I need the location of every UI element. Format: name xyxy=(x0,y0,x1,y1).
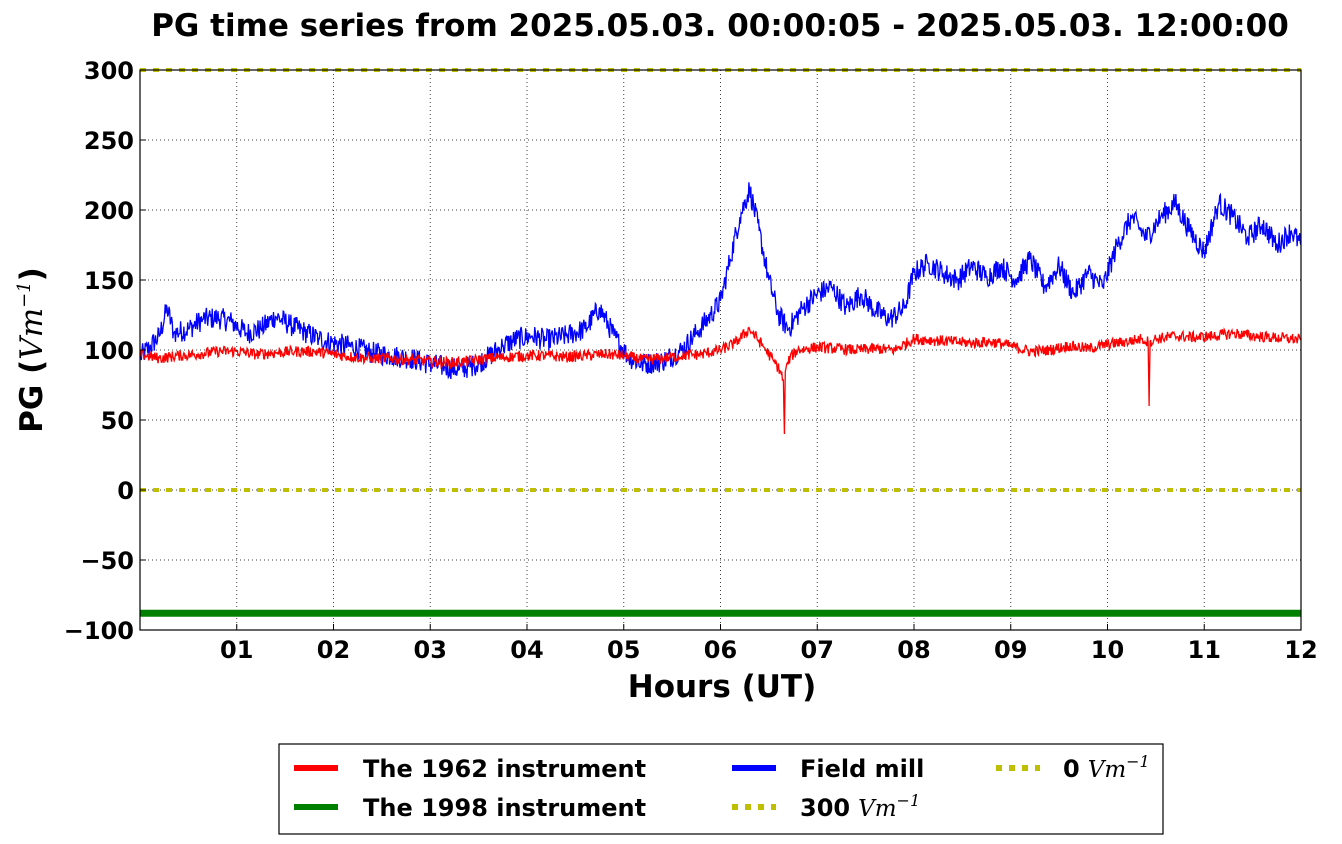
x-tick-label: 12 xyxy=(1284,636,1317,664)
y-axis-label: PG (Vm−1) xyxy=(14,267,50,433)
legend-label-1998: The 1998 instrument xyxy=(363,794,646,822)
y-axis-label-close: ) xyxy=(14,267,50,281)
x-tick-label: 07 xyxy=(801,636,834,664)
x-tick-label: 05 xyxy=(607,636,640,664)
x-tick-label: 01 xyxy=(220,636,253,664)
x-tick-label: 03 xyxy=(414,636,447,664)
y-tick-label: 100 xyxy=(84,337,134,365)
y-axis-label-exp: −1 xyxy=(14,281,35,308)
x-tick-label: 04 xyxy=(510,636,543,664)
y-tick-label: 200 xyxy=(84,197,134,225)
y-axis-label-text: PG ( xyxy=(14,360,50,433)
legend-label-300-exp: −1 xyxy=(897,791,921,810)
y-tick-label: 0 xyxy=(117,477,134,505)
y-tick-label: −100 xyxy=(64,617,134,645)
legend-label-0-value: 0 xyxy=(1063,755,1080,783)
x-tick-label: 08 xyxy=(897,636,930,664)
y-tick-label: 300 xyxy=(84,57,134,85)
legend-label-0-exp: −1 xyxy=(1126,752,1150,771)
y-axis-ticks: −100 −50 0 50 100 150 200 250 300 xyxy=(64,57,146,645)
legend-label-field-mill: Field mill xyxy=(800,755,924,783)
x-axis-ticks: 01 02 03 04 05 06 07 08 09 10 11 12 xyxy=(220,624,1318,664)
legend-box xyxy=(278,743,1164,835)
y-tick-label: 250 xyxy=(84,127,134,155)
y-axis-label-unit: Vm xyxy=(14,308,50,360)
x-tick-label: 11 xyxy=(1188,636,1221,664)
chart-title: PG time series from 2025.05.03. 00:00:05… xyxy=(151,8,1289,44)
x-tick-label: 09 xyxy=(994,636,1027,664)
y-tick-label: 150 xyxy=(84,267,134,295)
x-tick-label: 06 xyxy=(704,636,737,664)
y-tick-label: −50 xyxy=(80,547,134,575)
x-axis-label: Hours (UT) xyxy=(628,669,817,705)
y-tick-label: 50 xyxy=(101,407,134,435)
x-tick-label: 02 xyxy=(317,636,350,664)
legend-label-1962: The 1962 instrument xyxy=(363,755,646,783)
legend-label-0: 0 Vm−1 xyxy=(1063,752,1150,783)
legend-label-300-unit: Vm xyxy=(858,796,896,822)
grid xyxy=(140,70,1301,630)
legend-label-300: 300 Vm−1 xyxy=(800,791,920,822)
x-tick-label: 10 xyxy=(1091,636,1124,664)
series-line-field-mill xyxy=(139,182,1302,380)
legend-label-300-value: 300 xyxy=(800,794,850,822)
legend: The 1962 instrument The 1998 instrument … xyxy=(278,743,1164,835)
series-layer xyxy=(139,182,1302,617)
series-line-1962 xyxy=(139,326,1302,435)
legend-label-0-unit: Vm xyxy=(1088,757,1126,783)
